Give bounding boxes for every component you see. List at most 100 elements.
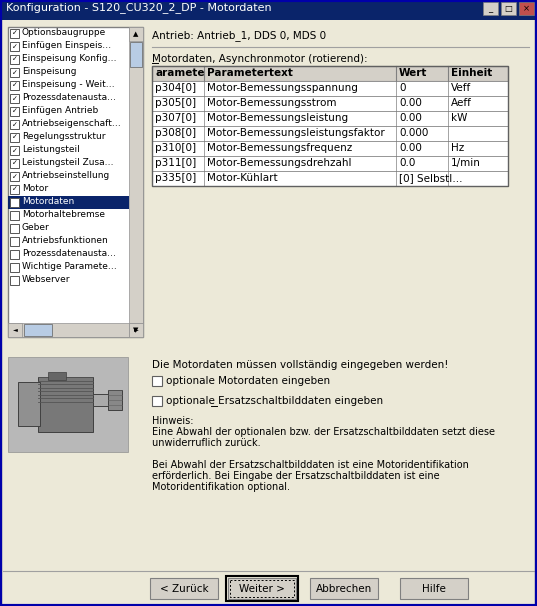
Bar bbox=[8, 196, 129, 209]
Text: Antriebsfunktionen: Antriebsfunktionen bbox=[22, 236, 109, 245]
Bar bbox=[152, 156, 508, 171]
Text: Prozessdatenausta…: Prozessdatenausta… bbox=[22, 249, 116, 258]
Text: optionale Motordaten eingeben: optionale Motordaten eingeben bbox=[166, 376, 330, 386]
Text: ×: × bbox=[523, 4, 530, 13]
Text: ✓: ✓ bbox=[12, 30, 17, 36]
Text: p311[0]: p311[0] bbox=[155, 158, 196, 168]
Text: Einspeisung Konfig…: Einspeisung Konfig… bbox=[22, 54, 117, 63]
Text: _: _ bbox=[488, 4, 492, 13]
Bar bbox=[10, 81, 19, 90]
Bar bbox=[226, 576, 298, 601]
Bar bbox=[10, 224, 19, 233]
Text: Leistungsteil: Leistungsteil bbox=[22, 145, 80, 154]
Text: aramete: aramete bbox=[155, 68, 205, 78]
Bar bbox=[228, 578, 296, 599]
Bar bbox=[10, 250, 19, 259]
Bar bbox=[10, 146, 19, 155]
Text: Einheit: Einheit bbox=[451, 68, 492, 78]
Bar bbox=[0, 0, 537, 20]
Bar bbox=[10, 276, 19, 285]
Text: ▼: ▼ bbox=[133, 327, 139, 333]
Text: Webserver: Webserver bbox=[22, 275, 70, 284]
Bar bbox=[129, 27, 143, 41]
Text: optionale Ersatzschaltbilddaten eingeben: optionale Ersatzschaltbilddaten eingeben bbox=[166, 396, 383, 406]
Text: p307[0]: p307[0] bbox=[155, 113, 196, 123]
Text: Aeff: Aeff bbox=[451, 98, 472, 108]
Bar bbox=[519, 2, 534, 15]
Text: Einfügen Einspeis…: Einfügen Einspeis… bbox=[22, 41, 111, 50]
Text: Motor-Bemessungsfrequenz: Motor-Bemessungsfrequenz bbox=[207, 143, 352, 153]
Text: ◄: ◄ bbox=[13, 327, 17, 333]
Bar bbox=[3, 570, 534, 606]
Text: ✓: ✓ bbox=[12, 187, 17, 193]
Text: Motoridentifikation optional.: Motoridentifikation optional. bbox=[152, 482, 290, 492]
Text: Bei Abwahl der Ersatzschaltbilddaten ist eine Motoridentifikation: Bei Abwahl der Ersatzschaltbilddaten ist… bbox=[152, 460, 469, 470]
Bar bbox=[10, 42, 19, 51]
Text: Veff: Veff bbox=[451, 83, 471, 93]
Bar bbox=[310, 578, 378, 599]
Text: p304[0]: p304[0] bbox=[155, 83, 196, 93]
Text: ✓: ✓ bbox=[12, 147, 17, 153]
Bar bbox=[501, 2, 516, 15]
Bar bbox=[8, 27, 143, 337]
Text: 0.00: 0.00 bbox=[399, 143, 422, 153]
Bar bbox=[38, 377, 93, 432]
Bar bbox=[10, 198, 19, 207]
Bar bbox=[10, 159, 19, 168]
Text: Leistungsteil Zusa…: Leistungsteil Zusa… bbox=[22, 158, 113, 167]
Text: Weiter >: Weiter > bbox=[239, 584, 285, 593]
Text: Einspeisung: Einspeisung bbox=[22, 67, 76, 76]
Text: Optionsbaugruppe: Optionsbaugruppe bbox=[22, 28, 106, 37]
Text: Prozessdatenausta…: Prozessdatenausta… bbox=[22, 93, 116, 102]
Bar bbox=[10, 172, 19, 181]
Bar bbox=[129, 323, 143, 337]
Text: Motordaten: Motordaten bbox=[22, 197, 74, 206]
Text: ✓: ✓ bbox=[12, 70, 17, 76]
Bar bbox=[483, 2, 498, 15]
Bar bbox=[10, 237, 19, 246]
Bar bbox=[10, 133, 19, 142]
Text: Antriebseigenschaft…: Antriebseigenschaft… bbox=[22, 119, 122, 128]
Text: Die Motordaten müssen vollständig eingegeben werden!: Die Motordaten müssen vollständig eingeg… bbox=[152, 360, 448, 370]
Text: < Zurück: < Zurück bbox=[159, 584, 208, 593]
Text: Abbrechen: Abbrechen bbox=[316, 584, 372, 593]
Text: Hz: Hz bbox=[451, 143, 465, 153]
Bar bbox=[24, 324, 52, 336]
Bar bbox=[129, 27, 143, 337]
Text: 0.0: 0.0 bbox=[399, 158, 416, 168]
Text: Geber: Geber bbox=[22, 223, 50, 232]
Text: erförderlich. Bei Eingabe der Ersatzschaltbilddaten ist eine: erförderlich. Bei Eingabe der Ersatzscha… bbox=[152, 471, 440, 481]
Text: 1/min: 1/min bbox=[451, 158, 481, 168]
Text: kW: kW bbox=[451, 113, 467, 123]
Bar bbox=[10, 185, 19, 194]
Text: Antrieb: Antrieb_1, DDS 0, MDS 0: Antrieb: Antrieb_1, DDS 0, MDS 0 bbox=[152, 30, 326, 41]
Text: ✓: ✓ bbox=[12, 121, 17, 127]
Text: Motor-Bemessungsdrehzahl: Motor-Bemessungsdrehzahl bbox=[207, 158, 352, 168]
Bar bbox=[129, 323, 143, 337]
Bar bbox=[10, 107, 19, 116]
Text: Regelungsstruktur: Regelungsstruktur bbox=[22, 132, 105, 141]
Bar bbox=[10, 211, 19, 220]
Bar bbox=[10, 29, 19, 38]
Bar bbox=[18, 382, 40, 426]
Text: [0] Selbstl…: [0] Selbstl… bbox=[399, 173, 462, 183]
Text: p305[0]: p305[0] bbox=[155, 98, 196, 108]
Text: Parametertext: Parametertext bbox=[207, 68, 293, 78]
Text: Motorhaltebremse: Motorhaltebremse bbox=[22, 210, 105, 219]
Bar bbox=[10, 68, 19, 77]
Bar bbox=[152, 96, 508, 111]
Bar bbox=[152, 376, 162, 386]
Text: Antriebseinstellung: Antriebseinstellung bbox=[22, 171, 110, 180]
Text: p335[0]: p335[0] bbox=[155, 173, 196, 183]
Text: Motor-Bemessungsstrom: Motor-Bemessungsstrom bbox=[207, 98, 337, 108]
Bar bbox=[8, 323, 22, 337]
Bar bbox=[152, 66, 508, 81]
Bar bbox=[130, 42, 142, 67]
Bar bbox=[108, 390, 122, 410]
Text: Hinweis:: Hinweis: bbox=[152, 416, 193, 426]
Bar bbox=[10, 94, 19, 103]
Bar bbox=[152, 126, 508, 141]
Text: Einspeisung - Weit…: Einspeisung - Weit… bbox=[22, 80, 114, 89]
Text: ✓: ✓ bbox=[12, 44, 17, 50]
Text: Eine Abwahl der optionalen bzw. der Ersatzschaltbilddaten setzt diese: Eine Abwahl der optionalen bzw. der Ersa… bbox=[152, 427, 495, 437]
